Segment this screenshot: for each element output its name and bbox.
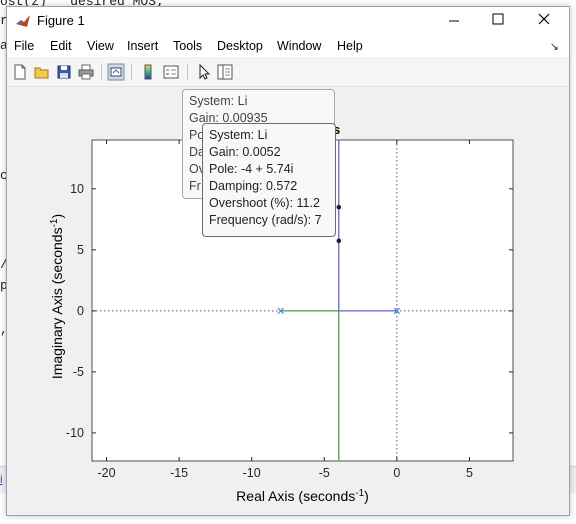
toolbar-separator — [187, 64, 188, 80]
close-button[interactable] — [521, 7, 567, 35]
print-icon[interactable] — [77, 63, 95, 81]
pole-marker-stroke — [277, 307, 284, 315]
minimize-icon — [449, 20, 459, 22]
pointer-icon[interactable] — [195, 63, 213, 81]
editor-line: r — [0, 13, 8, 28]
save-icon[interactable] — [55, 63, 73, 81]
y-tick-label: 5 — [77, 243, 84, 257]
datatip-line: Overshoot (%): 11.2 — [209, 196, 320, 210]
editor-status-link[interactable]: i — [0, 472, 3, 486]
toolbar-separator — [131, 64, 132, 80]
open-file-icon[interactable] — [33, 63, 51, 81]
datatip-line: Gain: 0.0052 — [209, 145, 281, 159]
toolbar-separator — [101, 64, 102, 80]
editor-line: , — [0, 322, 8, 337]
editor-line: a — [0, 38, 8, 53]
menu-window[interactable]: Window — [277, 39, 322, 53]
undock-arrow-icon[interactable]: ↘ — [549, 41, 559, 53]
y-axis-label: Imaginary Axis (seconds-1) — [49, 214, 65, 379]
link-plot-icon[interactable] — [107, 63, 125, 81]
datatip-anchor — [336, 204, 342, 210]
editor-line: p — [0, 278, 8, 293]
plot-title-fragment: s — [333, 122, 340, 137]
close-icon — [538, 13, 550, 25]
datatip-line: Damping: 0.572 — [209, 179, 298, 193]
editor-line: c — [0, 168, 8, 183]
menu-view[interactable]: View — [87, 39, 114, 53]
datatip-anchor — [336, 238, 342, 244]
menu-file[interactable]: File — [14, 39, 35, 53]
datatip-line: Pole: -4 + 5.74i — [209, 162, 294, 176]
pole-marker — [277, 307, 284, 315]
menu-tools[interactable]: Tools — [173, 39, 203, 53]
datatip-line: Frequency (rad/s): 7 — [209, 213, 322, 227]
minimize-button[interactable] — [431, 7, 477, 35]
menu-help[interactable]: Help — [337, 39, 363, 53]
pole-marker-stroke — [393, 307, 401, 315]
datatip-line: Gain: 0.00935 — [189, 111, 268, 125]
maximize-icon — [492, 13, 504, 25]
y-tick-label: 0 — [77, 304, 84, 318]
pole-marker — [393, 307, 401, 315]
datatip-line: Ov — [189, 162, 205, 176]
x-tick-label: 0 — [393, 466, 400, 480]
menu-bar: File Edit View Insert Tools Desktop Wind… — [7, 35, 569, 57]
datatip-line: Da — [189, 145, 205, 159]
locus-branch — [280, 310, 340, 461]
datatip-line: System: Li — [209, 128, 268, 142]
datatip-line: Po — [189, 128, 205, 142]
property-inspector-icon[interactable] — [216, 63, 234, 81]
y-tick-label: -5 — [73, 365, 84, 379]
menu-insert[interactable]: Insert — [127, 39, 159, 53]
toolbar — [7, 58, 569, 87]
title-bar[interactable]: Figure 1 — [7, 7, 569, 35]
x-tick-label: -20 — [97, 466, 115, 480]
insert-colorbar-icon[interactable] — [139, 63, 157, 81]
datatip-line: Fr — [189, 179, 201, 193]
datatip-line: System: Li — [189, 94, 248, 108]
x-tick-label: -5 — [319, 466, 330, 480]
x-tick-label: 5 — [466, 466, 473, 480]
new-figure-icon[interactable] — [11, 63, 29, 81]
y-tick-label: -10 — [66, 426, 84, 440]
datatip-front[interactable]: System: Li Gain: 0.0052 Pole: -4 + 5.74i… — [202, 123, 336, 237]
matlab-logo-icon — [16, 15, 30, 27]
x-tick-label: -15 — [170, 466, 188, 480]
menu-edit[interactable]: Edit — [50, 39, 72, 53]
menu-desktop[interactable]: Desktop — [217, 39, 263, 53]
maximize-button[interactable] — [475, 7, 521, 35]
x-axis-label: Real Axis (seconds-1) — [236, 488, 369, 504]
y-tick-label: 10 — [70, 182, 84, 196]
editor-line: / — [0, 257, 8, 272]
editor-line: ost(z) desired MOS; — [0, 0, 164, 9]
x-tick-label: -10 — [243, 466, 261, 480]
window-title: Figure 1 — [37, 13, 85, 28]
insert-legend-icon[interactable] — [162, 63, 180, 81]
